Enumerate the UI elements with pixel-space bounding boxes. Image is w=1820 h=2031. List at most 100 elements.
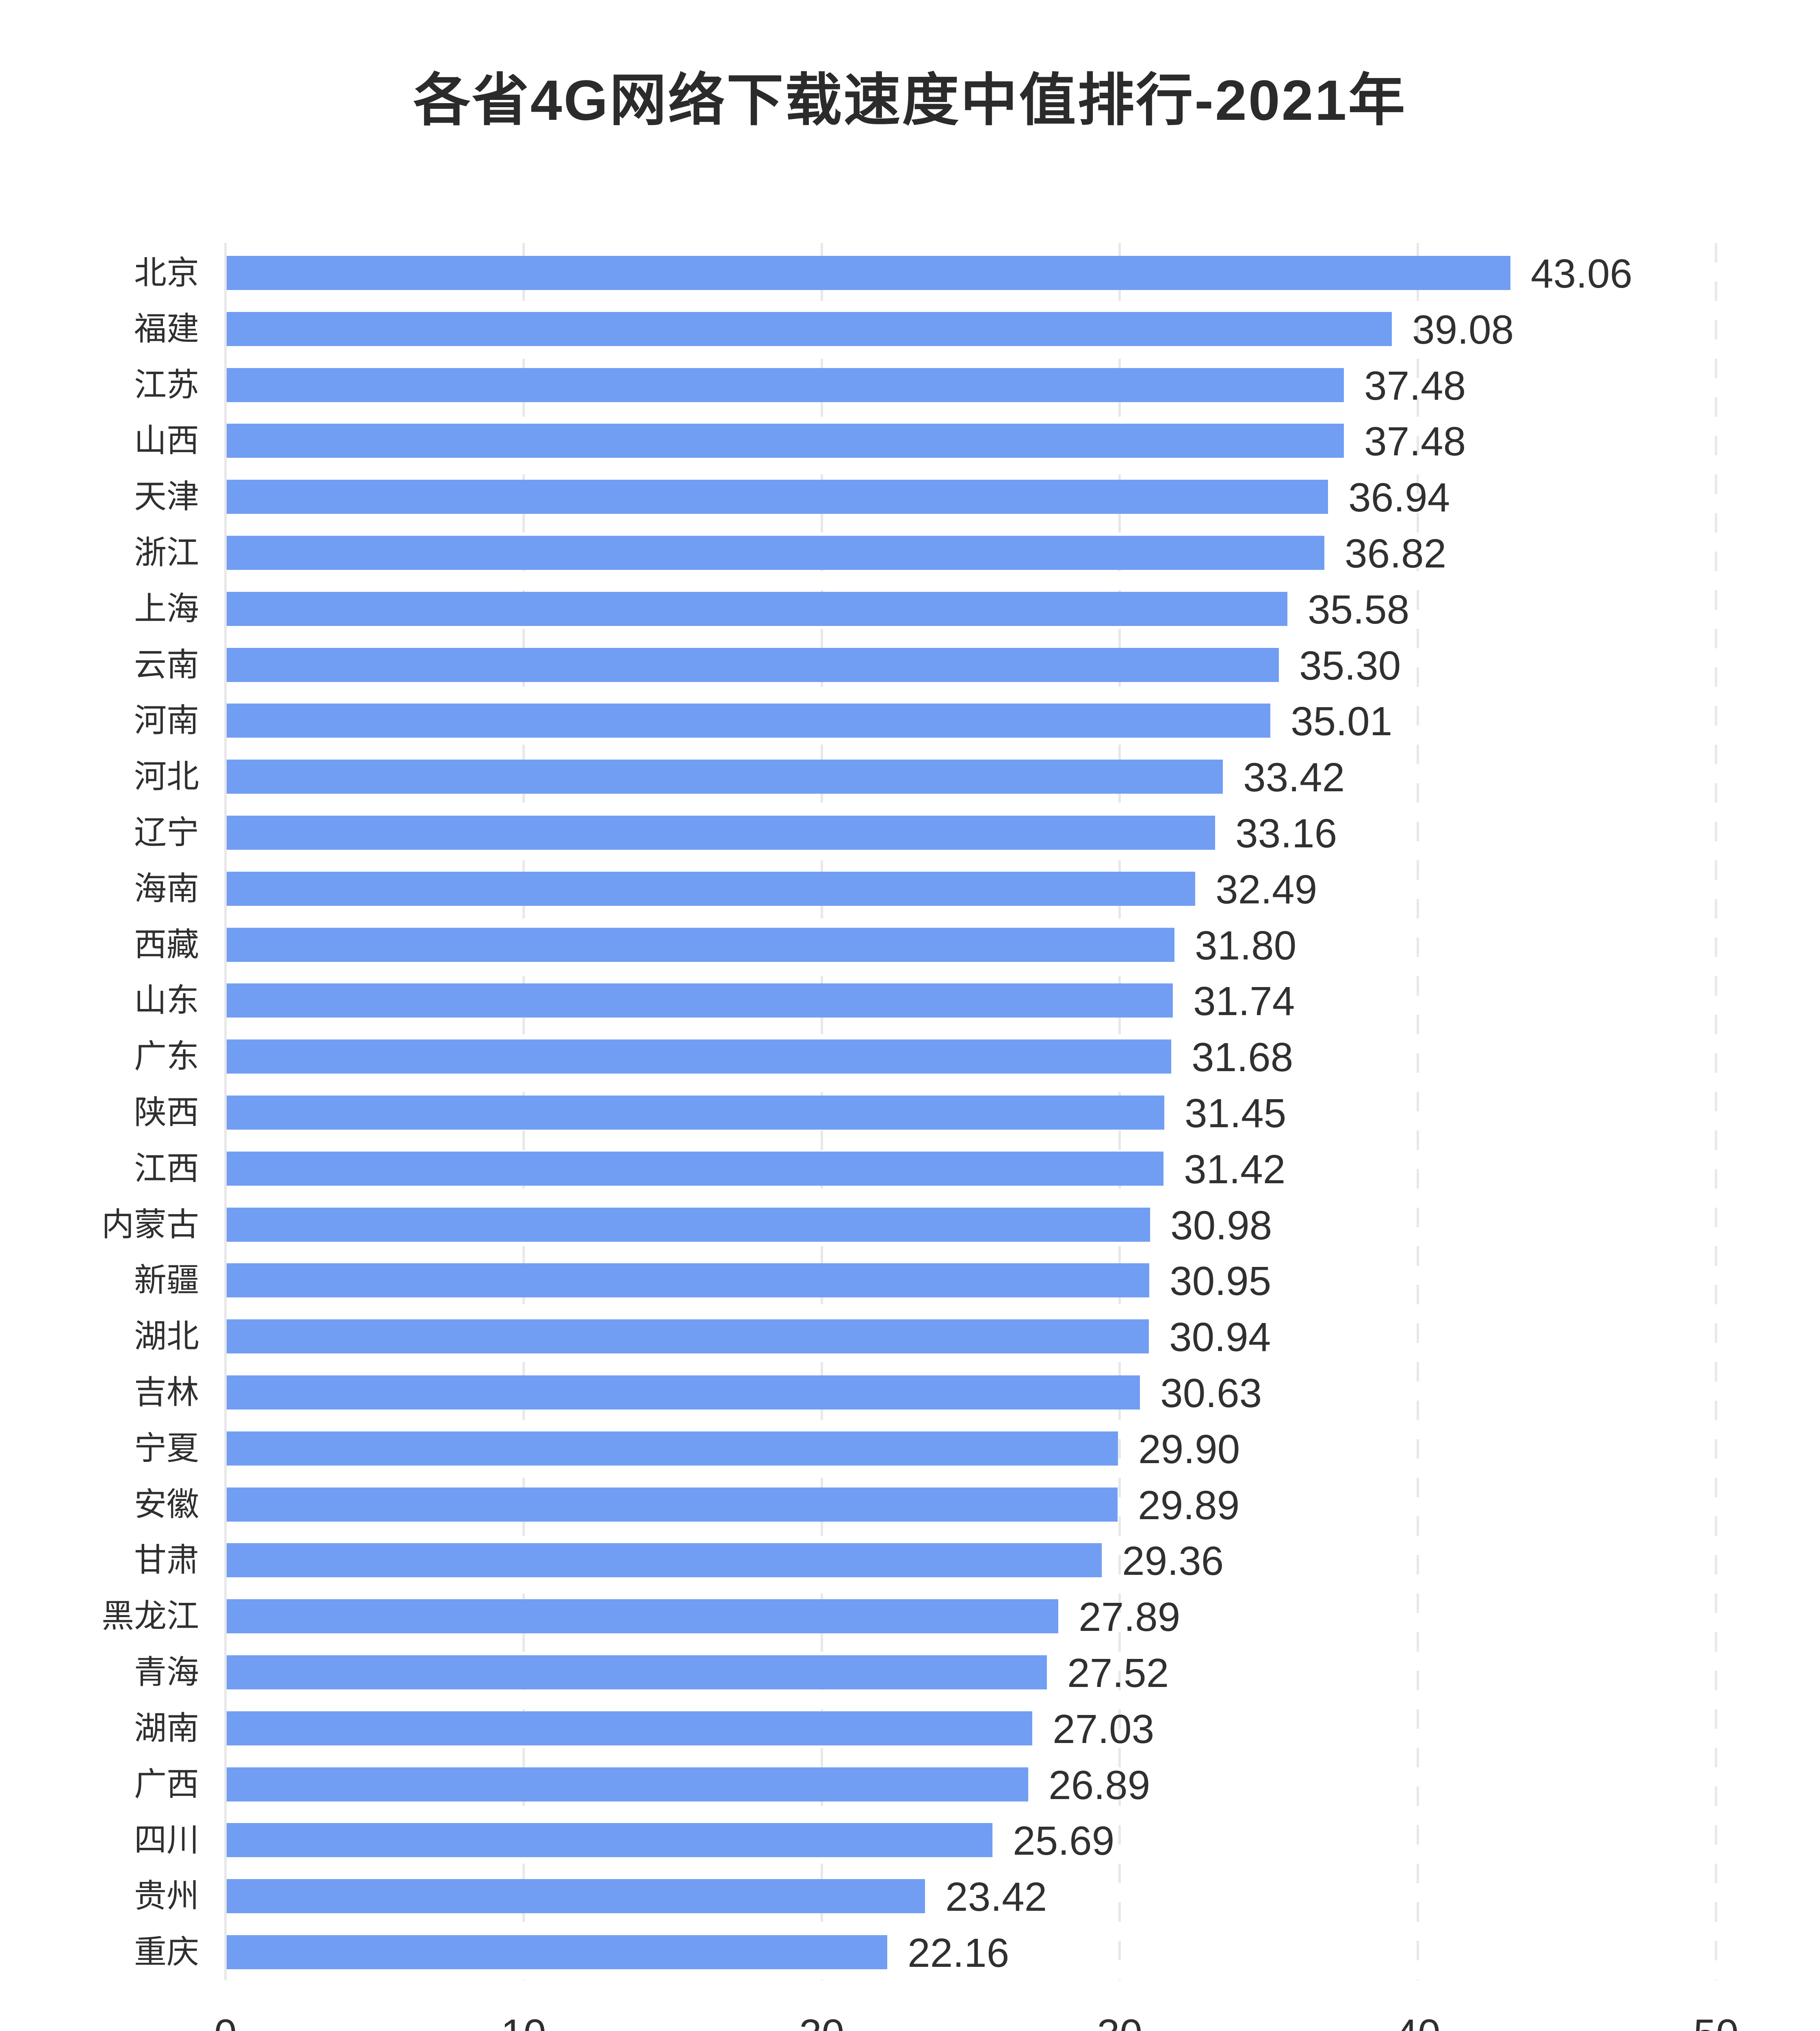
category-label: 吉林: [134, 1374, 199, 1410]
category-label: 宁夏: [134, 1430, 199, 1466]
category-label: 陕西: [134, 1094, 199, 1130]
bar: [227, 1543, 1102, 1577]
bar: [227, 1711, 1032, 1745]
bar: [227, 1935, 887, 1969]
value-label: 33.16: [1235, 811, 1337, 856]
value-label: 35.01: [1291, 699, 1393, 744]
category-label: 贵州: [134, 1878, 199, 1914]
bar: [227, 368, 1344, 402]
value-label: 30.63: [1160, 1371, 1262, 1416]
x-tick-label-40: 40: [1357, 2012, 1479, 2031]
bar: [227, 480, 1328, 514]
category-label: 新疆: [134, 1262, 199, 1298]
category-label: 山东: [134, 982, 199, 1018]
category-label: 河北: [134, 758, 199, 795]
category-label: 北京: [134, 255, 199, 291]
category-label: 四川: [134, 1822, 199, 1858]
category-label: 福建: [134, 311, 199, 347]
bar: [227, 760, 1223, 794]
bar: [227, 1488, 1118, 1522]
category-label: 黑龙江: [102, 1598, 199, 1634]
category-label: 广东: [134, 1038, 199, 1074]
bar: [227, 1152, 1164, 1186]
gridline-50: [1715, 243, 1717, 1980]
bar: [227, 816, 1215, 850]
category-label: 江苏: [134, 367, 199, 403]
value-label: 36.94: [1348, 475, 1450, 520]
value-label: 27.89: [1079, 1594, 1181, 1640]
bar: [227, 312, 1392, 346]
category-label: 西藏: [134, 927, 199, 963]
category-label: 辽宁: [134, 814, 199, 851]
value-label: 31.68: [1192, 1035, 1294, 1080]
value-label: 33.42: [1243, 755, 1345, 800]
value-label: 29.89: [1138, 1483, 1240, 1528]
x-tick-label-50: 50: [1655, 2012, 1777, 2031]
bar: [227, 704, 1270, 738]
bar: [227, 872, 1195, 906]
value-label: 35.58: [1308, 587, 1410, 632]
x-tick-label-10: 10: [463, 2012, 585, 2031]
value-label: 29.36: [1122, 1538, 1224, 1584]
value-label: 22.16: [908, 1930, 1010, 1976]
category-label: 山西: [134, 422, 199, 459]
value-label: 43.06: [1531, 251, 1633, 297]
x-tick-label-30: 30: [1059, 2012, 1181, 2031]
bar: [227, 1879, 925, 1913]
value-label: 27.52: [1067, 1650, 1169, 1696]
x-tick-label-0: 0: [165, 2012, 286, 2031]
category-label: 浙江: [134, 535, 199, 571]
bar: [227, 1208, 1150, 1242]
value-label: 39.08: [1412, 307, 1514, 353]
category-label: 云南: [134, 647, 199, 683]
bar: [227, 592, 1287, 626]
bar: [227, 1096, 1164, 1130]
value-label: 30.94: [1169, 1314, 1271, 1360]
bar: [227, 648, 1279, 682]
bar: [227, 1319, 1149, 1353]
bar: [227, 1599, 1058, 1633]
value-label: 30.98: [1170, 1203, 1272, 1248]
bar: [227, 928, 1174, 962]
category-label: 广西: [134, 1766, 199, 1802]
bar: [227, 1655, 1047, 1689]
bar: [227, 1767, 1028, 1801]
x-tick-label-20: 20: [761, 2012, 883, 2031]
bar: [227, 983, 1173, 1018]
category-label: 湖南: [134, 1710, 199, 1746]
category-label: 湖北: [134, 1318, 199, 1354]
category-label: 青海: [134, 1654, 199, 1690]
bar: [227, 1263, 1149, 1297]
category-label: 甘肃: [134, 1542, 199, 1578]
value-label: 31.42: [1184, 1147, 1286, 1192]
value-label: 36.82: [1345, 531, 1447, 576]
value-label: 31.80: [1195, 923, 1297, 968]
category-label: 重庆: [134, 1934, 199, 1970]
category-label: 内蒙古: [102, 1206, 199, 1243]
bar: [227, 424, 1344, 458]
category-label: 江西: [134, 1150, 199, 1187]
category-label: 海南: [134, 870, 199, 907]
bar: [227, 1431, 1118, 1466]
gridline-40: [1417, 243, 1419, 1980]
bar: [227, 1039, 1171, 1074]
value-label: 32.49: [1216, 867, 1317, 912]
bar: [227, 1823, 992, 1857]
value-label: 37.48: [1364, 363, 1466, 409]
value-label: 31.45: [1185, 1091, 1287, 1136]
value-label: 23.42: [945, 1874, 1047, 1920]
value-label: 27.03: [1053, 1706, 1155, 1752]
value-label: 31.74: [1193, 979, 1295, 1024]
bar: [227, 1375, 1140, 1410]
value-label: 29.90: [1138, 1427, 1240, 1472]
chart-title: 各省4G网络下载速度中值排行-2021年: [413, 68, 1407, 132]
category-label: 安徽: [134, 1486, 199, 1522]
category-label: 天津: [134, 479, 199, 515]
bar: [227, 536, 1324, 570]
category-label: 河南: [134, 702, 199, 738]
axis-line-zero: [224, 243, 227, 1980]
value-label: 26.89: [1049, 1763, 1150, 1808]
category-label: 上海: [134, 591, 199, 627]
bar: [227, 256, 1510, 290]
